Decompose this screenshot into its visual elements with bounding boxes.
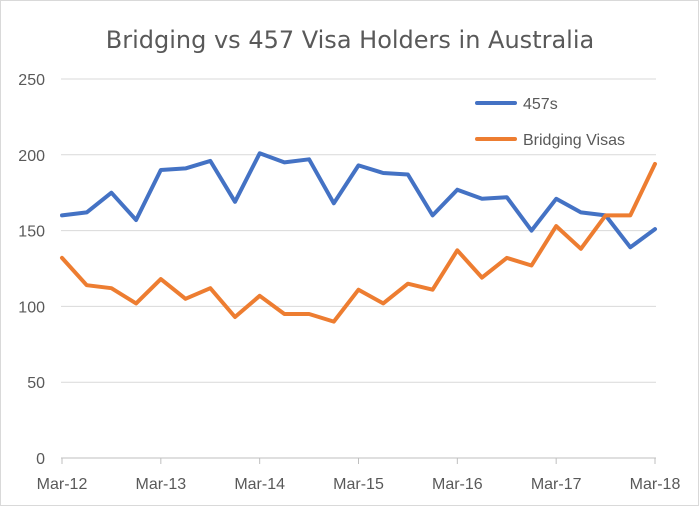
- y-tick-label: 0: [36, 451, 45, 468]
- x-tick-label: Mar-18: [630, 476, 681, 493]
- y-tick-label: 50: [27, 375, 45, 392]
- x-tick-label: Mar-15: [333, 476, 384, 493]
- y-tick-label: 250: [18, 72, 45, 89]
- x-tick-label: Mar-17: [531, 476, 582, 493]
- y-tick-label: 150: [18, 224, 45, 241]
- x-tick-label: Mar-14: [234, 476, 285, 493]
- y-axis-tick-labels: 0 50 100 150 200 250: [18, 72, 45, 468]
- legend-label: Bridging Visas: [523, 132, 625, 149]
- x-tick-label: Mar-13: [135, 476, 186, 493]
- chart-title: Bridging vs 457 Visa Holders in Australi…: [106, 26, 594, 54]
- y-tick-label: 200: [18, 148, 45, 165]
- x-tick-label: Mar-16: [432, 476, 483, 493]
- series-lines: [60, 151, 657, 324]
- series-line-bridging-visas: [60, 161, 657, 324]
- y-tick-label: 100: [18, 299, 45, 316]
- gridlines: [61, 78, 656, 459]
- x-tick-label: Mar-12: [37, 476, 88, 493]
- x-axis-tick-labels: Mar-12 Mar-13 Mar-14 Mar-15 Mar-16 Mar-17 Mar-…: [37, 458, 681, 493]
- legend-label: 457s: [523, 96, 558, 113]
- series-line-457s: [60, 151, 657, 250]
- legend: 457s Bridging Visas: [475, 96, 625, 149]
